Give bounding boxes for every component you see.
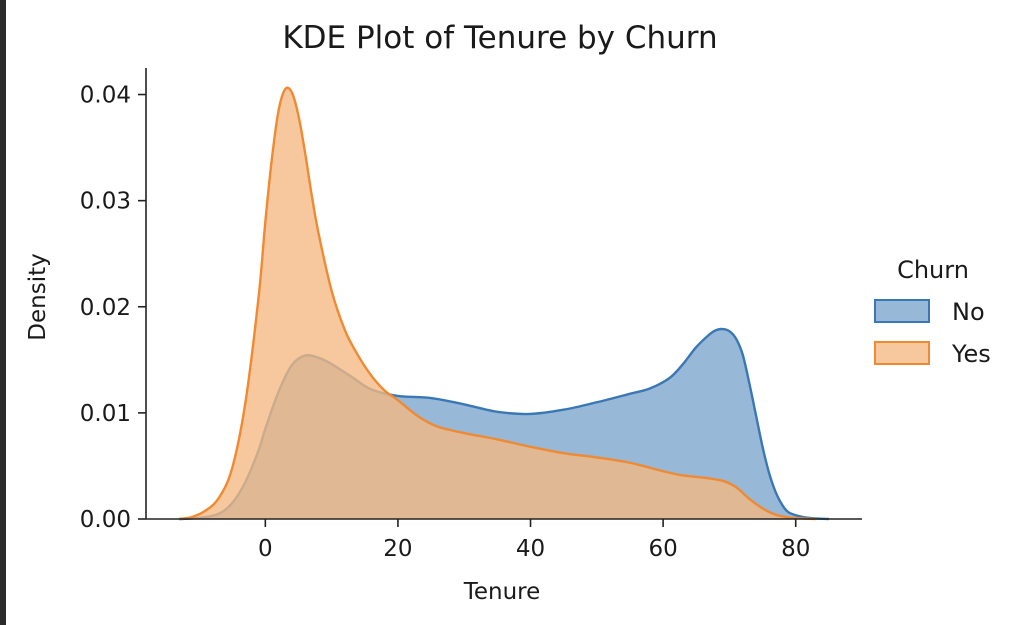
chart-title: KDE Plot of Tenure by Churn — [282, 20, 717, 56]
axes: 0 20 40 60 80 0.00 0.01 0.02 0.03 0.04 — [80, 68, 862, 562]
x-tick-label: 60 — [648, 536, 677, 562]
figure-canvas — [6, 0, 1018, 625]
x-tick-label: 0 — [258, 536, 273, 562]
y-axis-label: Density — [25, 253, 51, 340]
legend-label-no: No — [952, 298, 985, 326]
x-tick-label: 80 — [781, 536, 810, 562]
legend-swatch-yes — [874, 341, 930, 365]
density-areas — [178, 86, 829, 521]
legend-swatch-no — [874, 299, 930, 323]
legend: Churn No Yes — [874, 256, 991, 368]
y-tick-label: 0.03 — [80, 189, 131, 215]
x-tick-label: 20 — [383, 536, 412, 562]
x-tick-label: 40 — [516, 536, 545, 562]
y-tick-label: 0.04 — [80, 83, 131, 109]
y-tick-label: 0.00 — [80, 507, 131, 533]
y-tick-label: 0.01 — [80, 401, 131, 427]
legend-label-yes: Yes — [951, 340, 991, 368]
density-line-yes — [178, 86, 816, 521]
legend-title: Churn — [897, 256, 969, 284]
y-tick-label: 0.02 — [80, 295, 131, 321]
x-axis-label: Tenure — [463, 579, 541, 605]
density-area-yes — [179, 87, 816, 520]
